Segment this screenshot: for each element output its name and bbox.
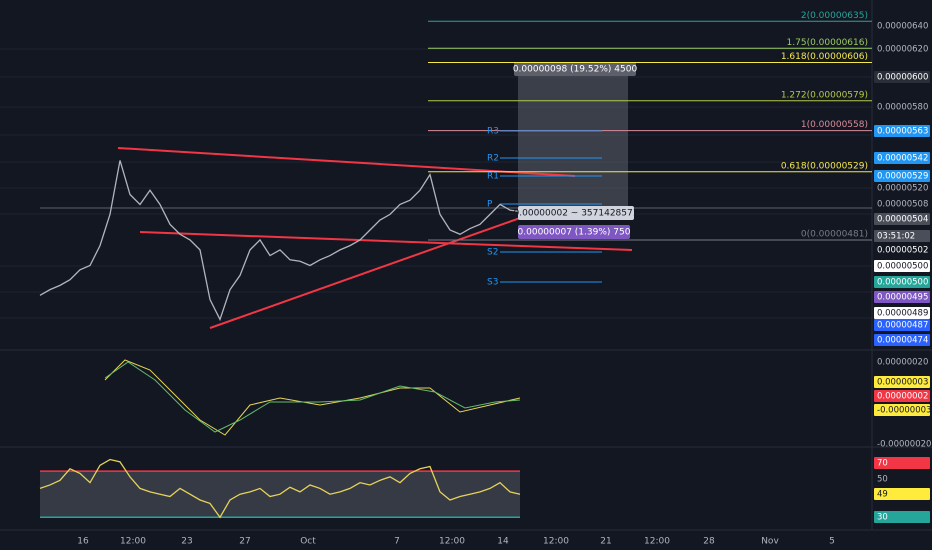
pivot-label: P [487, 200, 493, 210]
time-label: 5 [829, 537, 835, 547]
small-measure-bg [518, 225, 630, 239]
fib-label: 1.618(0.00000606) [781, 52, 868, 62]
price-label: 49 [877, 490, 888, 500]
price-label: 30 [877, 513, 888, 523]
price-label: 03:51:02 [877, 232, 915, 242]
time-label: 27 [239, 537, 250, 547]
price-badge [874, 376, 930, 388]
price-label: 0.00000580 [877, 103, 928, 113]
price-badge [874, 334, 930, 346]
time-label: 28 [703, 537, 715, 547]
price-line [39, 458, 521, 519]
price-badge [874, 71, 930, 83]
time-label: 14 [497, 537, 509, 547]
time-label: 12:00 [120, 537, 146, 547]
fib-label: 1.75(0.00000616) [787, 38, 868, 48]
price-badge [874, 488, 930, 500]
time-label: 21 [600, 537, 611, 547]
fib-label: 0.618(0.00000529) [781, 161, 868, 171]
fib-label: 2(0.00000635) [801, 11, 868, 21]
time-label: 7 [394, 537, 400, 547]
price-label: 0.00000520 [877, 184, 928, 194]
price-label: 0.00000542 [877, 154, 928, 164]
pivot-label: R1 [487, 172, 499, 182]
price-badge [874, 307, 930, 319]
price-label: 0.00000500 [877, 278, 928, 288]
price-badge [874, 291, 930, 303]
price-label: 0.00000474 [877, 336, 928, 346]
price-badge [874, 511, 930, 523]
price-label: 0.00000002 [877, 392, 928, 402]
price-label: 0.00000020 [877, 358, 928, 368]
grid [0, 48, 872, 319]
price-label: 0.00000529 [877, 172, 928, 182]
price-label: 70 [877, 459, 888, 469]
price-label: 0.00000489 [877, 309, 928, 319]
price-badge [874, 170, 930, 182]
fib-label: 1.272(0.00000579) [781, 90, 868, 100]
price-label: 0.00000508 [877, 200, 928, 210]
price-badge [874, 125, 930, 137]
pivot-label: S3 [487, 278, 498, 288]
time-label: 12:00 [644, 537, 670, 547]
time-label: 16 [77, 537, 89, 547]
price-badge [874, 213, 930, 225]
time-label: Oct [300, 537, 316, 547]
price-line [39, 160, 521, 322]
price-label: 0.00000600 [877, 73, 928, 83]
price-label: 0.00000504 [877, 215, 928, 225]
price-label: -0.00000003 [877, 406, 931, 416]
cursor-label: 0.00000002 ~ 3571428571 [514, 209, 639, 219]
pivot-label: S2 [487, 248, 498, 258]
price-badge [874, 244, 930, 256]
price-badge [874, 152, 930, 164]
price-badge [874, 457, 930, 469]
time-label: 12:00 [543, 537, 569, 547]
price-badge [874, 390, 930, 402]
price-badge [874, 276, 930, 288]
time-label: Nov [761, 537, 779, 547]
fib-label: 1(0.00000558) [801, 120, 868, 130]
price-label: 0.00000620 [877, 45, 928, 55]
pivot-label: R2 [487, 154, 499, 164]
measure-box: 0.00000098 (19.52%) 4500 [513, 62, 638, 206]
price-label: 0.00000487 [877, 321, 928, 331]
small-measure-label: 0.00000007 (1.39%) 750 [518, 228, 631, 238]
time-label: 12:00 [439, 537, 465, 547]
price-label: 0.00000502 [877, 246, 928, 256]
price-badge [874, 404, 930, 416]
price-label: 50 [877, 475, 888, 485]
price-badge [874, 260, 930, 272]
price-badge [874, 230, 930, 242]
price-label: 0.00000003 [877, 378, 928, 388]
price-label: 0.00000640 [877, 22, 928, 32]
price-label: -0.00000020 [877, 440, 931, 450]
price-label: 0.00000563 [877, 127, 928, 137]
macd-lines [104, 359, 521, 436]
fib-label: 0(0.00000481) [801, 229, 868, 239]
price-badge [874, 319, 930, 331]
time-label: 23 [181, 537, 192, 547]
pivot-label: R3 [487, 127, 499, 137]
measure-label-bg [514, 62, 636, 76]
price-label: 0.00000495 [877, 293, 928, 303]
measure-label: 0.00000098 (19.52%) 4500 [513, 65, 638, 75]
cursor-label-bg [518, 206, 634, 220]
price-label: 0.00000500 [877, 262, 928, 272]
